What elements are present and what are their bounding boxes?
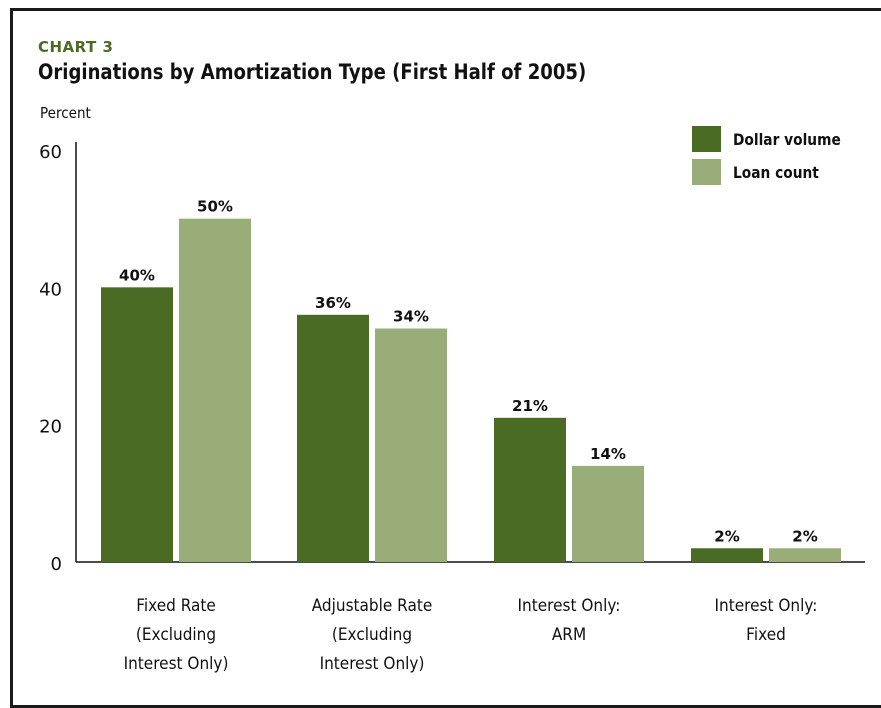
x-category-label-line: Interest Only)	[319, 654, 425, 674]
bar-value-label: 40%	[119, 266, 155, 284]
bar	[101, 287, 173, 562]
x-category-label-line: Fixed Rate	[136, 596, 216, 616]
bar	[297, 314, 369, 562]
x-category-label-line: Interest Only)	[123, 654, 229, 674]
legend-label-loan-count: Loan count	[733, 162, 819, 182]
legend-item-loan-count: Loan count	[692, 159, 858, 185]
bar	[494, 417, 566, 562]
bar-value-label: 2%	[714, 527, 739, 545]
x-category-label-line: Adjustable Rate	[311, 596, 433, 616]
bar-value-label: 50%	[197, 198, 233, 216]
legend-swatch-dollar-volume	[692, 126, 721, 152]
y-tick-label: 40	[39, 279, 62, 300]
x-category-label-line: Interest Only:	[714, 596, 818, 616]
x-category-label-line: (Excluding	[135, 625, 217, 645]
legend-swatch-loan-count	[692, 159, 721, 185]
legend-item-dollar-volume: Dollar volume	[692, 126, 858, 152]
bar-value-label: 21%	[512, 397, 548, 415]
y-tick-label: 20	[39, 417, 62, 438]
bar	[691, 548, 763, 562]
x-category-label: Fixed Rate (Excluding Interest Only)	[76, 592, 276, 679]
x-category-label-line: ARM	[551, 625, 587, 645]
bar	[375, 328, 447, 562]
bar	[572, 465, 644, 562]
x-category-label-line: Fixed	[746, 625, 786, 645]
y-tick-label: 60	[39, 142, 62, 163]
x-category-label-line: (Excluding	[331, 625, 413, 645]
bar	[179, 218, 251, 562]
x-category-label-line: Interest Only:	[517, 596, 621, 616]
x-category-label: Adjustable Rate (Excluding Interest Only)	[272, 592, 472, 679]
bar-chart-plot: 0 20 40 60 40% 36% 21% 2% 50% 34% 14% 2%	[39, 142, 865, 575]
chart-title: Originations by Amortization Type (First…	[38, 60, 587, 84]
y-axis-label: Percent	[40, 104, 91, 122]
bar	[769, 548, 841, 562]
x-category-label: Interest Only: Fixed	[666, 592, 866, 650]
bar-value-label: 36%	[315, 294, 351, 312]
legend: Dollar volume Loan count	[692, 126, 858, 192]
y-tick-label: 0	[51, 554, 62, 575]
x-category-label: Interest Only: ARM	[469, 592, 669, 650]
bar-value-label: 2%	[792, 527, 817, 545]
bar-value-label: 34%	[393, 308, 429, 326]
chart-number-label: CHART 3	[38, 38, 114, 56]
bar-value-label: 14%	[590, 445, 626, 463]
legend-label-dollar-volume: Dollar volume	[733, 129, 841, 149]
